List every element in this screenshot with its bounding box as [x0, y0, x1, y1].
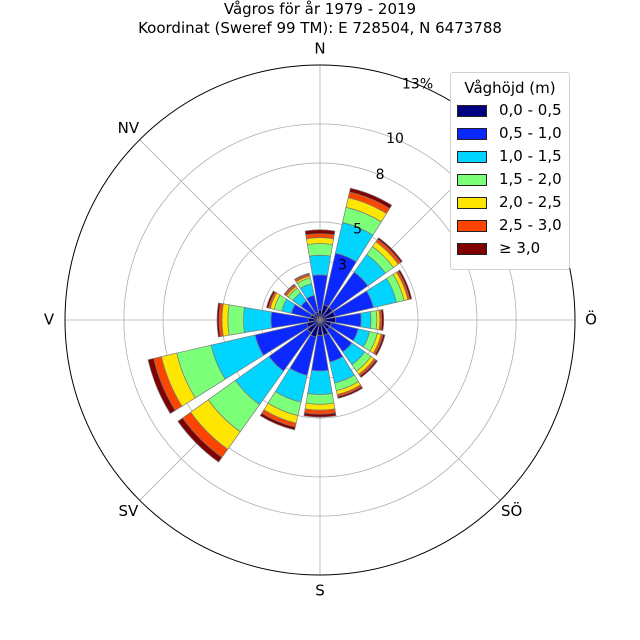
radial-tick-label-1: 5	[353, 221, 362, 237]
bar-segment-dir2-bin6	[377, 237, 403, 263]
compass-label-2: Ö	[585, 310, 597, 329]
legend-label-5: 2,5 - 3,0	[499, 216, 562, 234]
legend-swatch-2	[457, 151, 487, 163]
legend-item-5: 2,5 - 3,0	[451, 216, 569, 239]
bars-layer	[147, 187, 413, 463]
legend-label-3: 1,5 - 2,0	[499, 170, 562, 188]
bar-segment-dir12-bin6	[216, 302, 221, 338]
legend-label-2: 1,0 - 1,5	[499, 147, 562, 165]
legend-item-6: ≥ 3,0	[451, 239, 569, 262]
bar-segment-dir4-bin6	[380, 309, 385, 331]
legend-title: Våghöjd (m)	[464, 79, 556, 97]
chart-subtitle: Koordinat (Sweref 99 TM): E 728504, N 64…	[138, 19, 502, 37]
legend-swatch-4	[457, 197, 487, 209]
legend-item-4: 2,0 - 2,5	[451, 193, 569, 216]
bar-segment-dir0-bin2	[308, 254, 332, 276]
bar-segment-dir0-bin4	[306, 237, 334, 245]
legend-swatch-0	[457, 105, 487, 117]
legend-label-6: ≥ 3,0	[499, 239, 541, 257]
bar-segment-dir7-bin6	[337, 386, 364, 399]
bar-segment-dir6-bin6	[359, 359, 378, 378]
radial-tick-label-2: 8	[376, 167, 385, 183]
bar-segment-dir1-bin6	[349, 187, 393, 210]
bar-segment-dir8-bin4	[304, 402, 336, 411]
bar-segment-dir5-bin6	[374, 334, 386, 356]
bar-segment-dir4-bin2	[360, 311, 372, 329]
chart-title: Vågros för år 1979 - 2019	[223, 0, 417, 18]
bar-segment-dir4-bin3	[369, 310, 378, 330]
bar-segment-dir8-bin2	[307, 369, 333, 395]
radial-tick-label-3: 10	[386, 131, 404, 147]
legend-item-0: 0,0 - 0,5	[451, 101, 569, 124]
legend-label-0: 0,0 - 0,5	[499, 101, 562, 119]
bar-segment-dir12-bin2	[243, 306, 273, 334]
legend-swatch-6	[457, 243, 487, 255]
legend: Våghöjd (m) 0,0 - 0,5 0,5 - 1,0 1,0 - 1,…	[450, 72, 570, 270]
bar-segment-dir13-bin6	[266, 290, 276, 309]
compass-label-3: SÖ	[501, 501, 522, 520]
outer-circle	[64, 64, 576, 576]
bar-segment-dir3-bin6	[397, 269, 413, 300]
radial-tick-label-0: 3	[338, 258, 347, 274]
bar-segment-dir12-bin4	[221, 303, 230, 337]
bar-segment-dir0-bin6	[304, 229, 336, 236]
bar-segment-dir11-bin6	[147, 357, 176, 415]
bar-segment-dir12-bin3	[227, 304, 245, 336]
bar-segment-dir14-bin6	[283, 283, 296, 296]
legend-swatch-1	[457, 128, 487, 140]
legend-item-3: 1,5 - 2,0	[451, 170, 569, 193]
legend-swatch-3	[457, 174, 487, 186]
radial-tick-label-4: 13%	[402, 76, 433, 92]
compass-label-0: N	[314, 40, 325, 58]
bar-segment-dir8-bin3	[305, 393, 335, 405]
legend-item-1: 0,5 - 1,0	[451, 124, 569, 147]
legend-label-4: 2,0 - 2,5	[499, 193, 562, 211]
bar-segment-dir10-bin6	[177, 417, 223, 463]
legend-swatch-5	[457, 220, 487, 232]
bar-segment-dir15-bin6	[294, 272, 310, 281]
legend-label-1: 0,5 - 1,0	[499, 124, 562, 142]
compass-label-5: SV	[118, 502, 139, 520]
compass-label-4: S	[315, 582, 325, 600]
bar-segment-dir8-bin6	[303, 412, 337, 418]
compass-label-6: V	[44, 311, 55, 329]
compass-label-7: NV	[118, 119, 140, 137]
bar-segment-dir9-bin6	[259, 412, 296, 431]
bar-segment-dir0-bin3	[306, 243, 334, 257]
legend-item-2: 1,0 - 1,5	[451, 147, 569, 170]
